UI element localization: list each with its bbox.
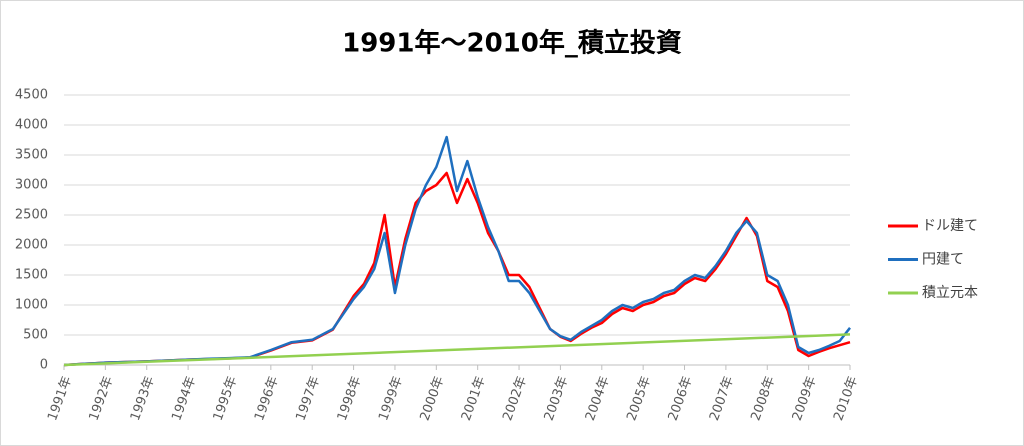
y-tick-label: 0 xyxy=(40,358,48,373)
chart-title: 1991年～2010年_積立投資 xyxy=(342,28,682,59)
y-tick-label: 1500 xyxy=(15,268,48,283)
legend-label: 積立元本 xyxy=(922,285,978,301)
y-tick-label: 3000 xyxy=(15,178,48,193)
legend-label: 円建て xyxy=(922,252,964,268)
y-tick-label: 4500 xyxy=(15,88,48,103)
y-tick-label: 4000 xyxy=(15,118,48,133)
y-tick-label: 2000 xyxy=(15,238,48,253)
legend-label: ドル建て xyxy=(922,218,978,234)
line xyxy=(63,333,851,367)
y-tick-label: 500 xyxy=(23,328,48,343)
y-tick-label: 3500 xyxy=(15,148,48,163)
y-tick-label: 2500 xyxy=(15,208,48,223)
y-tick-label: 1000 xyxy=(15,298,48,313)
